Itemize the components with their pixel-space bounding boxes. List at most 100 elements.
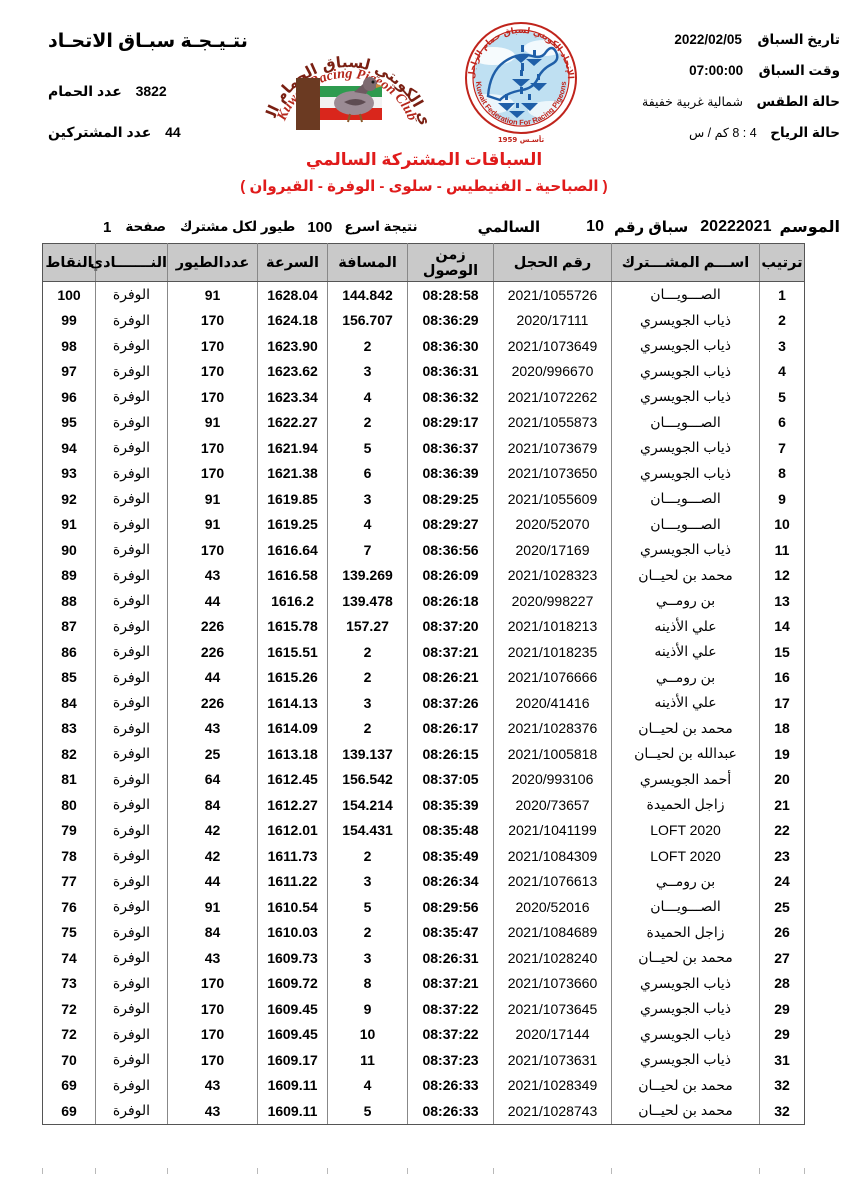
- cell-time: 08:26:17: [407, 715, 494, 741]
- cell-birds: 170: [167, 1021, 258, 1047]
- series-title-line2: ( الصباحية ـ الفنيطيس - سلوى - الوفرة - …: [240, 178, 608, 195]
- cell-pts: 79: [42, 817, 96, 843]
- cell-name: علي الأذينه: [611, 639, 760, 665]
- cell-dist: 5: [327, 435, 408, 461]
- cell-club: الوفرة: [95, 868, 168, 894]
- results-table-head: ترتيب اســـم المشـــترك رقم الحجل زمن الوصو…: [42, 243, 805, 282]
- cell-speed: 1616.2: [257, 588, 328, 614]
- cell-dist: 2: [327, 919, 408, 945]
- cell-time: 08:26:33: [407, 1072, 494, 1098]
- cell-pts: 83: [42, 715, 96, 741]
- table-row: 15 علي الأذينه 2021/1018235 08:37:21 2 1615.5…: [42, 639, 805, 665]
- cell-birds: 170: [167, 384, 258, 410]
- results-table: ترتيب اســـم المشـــترك رقم الحجل زمن الوصو…: [42, 243, 805, 1125]
- cell-club: الوفرة: [95, 843, 168, 869]
- cell-rank: 14: [759, 613, 805, 639]
- cell-time: 08:26:34: [407, 868, 494, 894]
- cell-pts: 76: [42, 894, 96, 920]
- weather-value: شمالية غربية خفيفة: [642, 95, 744, 109]
- weather-label: حالة الطقس: [756, 94, 840, 109]
- cell-rank: 22: [759, 817, 805, 843]
- cell-speed: 1619.85: [257, 486, 328, 512]
- cell-club: الوفرة: [95, 792, 168, 818]
- cell-rank: 18: [759, 715, 805, 741]
- cell-time: 08:36:31: [407, 358, 494, 384]
- race-date-row: تاريخ السباق 2022/02/05: [570, 32, 840, 48]
- cell-pts: 80: [42, 792, 96, 818]
- cell-pts: 74: [42, 945, 96, 971]
- tick-mark: [95, 1168, 96, 1174]
- table-row: 3 ذياب الجويسري 2021/1073649 08:36:30 2 1623.…: [42, 333, 805, 359]
- cell-birds: 226: [167, 690, 258, 716]
- cell-club: الوفرة: [95, 613, 168, 639]
- column-header-pts: النقاط: [42, 243, 96, 282]
- cell-speed: 1615.26: [257, 664, 328, 690]
- cell-pts: 96: [42, 384, 96, 410]
- cell-pts: 97: [42, 358, 96, 384]
- cell-club: الوفرة: [95, 1072, 168, 1098]
- cell-club: الوفرة: [95, 970, 168, 996]
- table-row: 26 زاجل الحميدة 2021/1084689 08:35:47 2 1610.…: [42, 919, 805, 945]
- pigeon-count-value: 3822: [135, 83, 167, 99]
- cell-rank: 25: [759, 894, 805, 920]
- cell-dist: 154.431: [327, 817, 408, 843]
- tick-mark: [257, 1168, 258, 1174]
- pigeon-count: 3822 عدد الحمام: [0, 83, 250, 100]
- cell-club: الوفرة: [95, 281, 168, 308]
- cell-dist: 2: [327, 333, 408, 359]
- cell-speed: 1609.73: [257, 945, 328, 971]
- cell-dist: 2: [327, 715, 408, 741]
- participants-label: عدد المشتركين: [48, 124, 152, 140]
- cell-name: محمد بن لحيــان: [611, 562, 760, 588]
- cell-birds: 170: [167, 996, 258, 1022]
- table-row: 32 محمد بن لحيــان 2021/1028349 08:26:33 4 16…: [42, 1072, 805, 1098]
- wind-row: حالة الرياح 4 : 8 كم / س: [570, 125, 840, 141]
- cell-time: 08:37:23: [407, 1047, 494, 1073]
- cell-time: 08:37:21: [407, 970, 494, 996]
- race-time-value: 07:00:00: [689, 63, 744, 78]
- cell-time: 08:37:05: [407, 766, 494, 792]
- cell-time: 08:29:25: [407, 486, 494, 512]
- cell-speed: 1614.09: [257, 715, 328, 741]
- cell-ring: 2021/1018235: [493, 639, 612, 665]
- table-row: 18 محمد بن لحيــان 2021/1028376 08:26:17 2 16…: [42, 715, 805, 741]
- cell-name: LOFT 2020: [611, 817, 760, 843]
- cell-rank: 5: [759, 384, 805, 410]
- cell-dist: 2: [327, 843, 408, 869]
- cell-time: 08:26:15: [407, 741, 494, 767]
- cell-time: 08:36:56: [407, 537, 494, 563]
- cell-name: الصـــويـــان: [611, 409, 760, 435]
- cell-dist: 4: [327, 384, 408, 410]
- cell-ring: 2021/1055726: [493, 281, 612, 308]
- table-row: 32 محمد بن لحيــان 2021/1028743 08:26:33 5 16…: [42, 1098, 805, 1125]
- cell-name: ذياب الجويسري: [611, 384, 760, 410]
- cell-birds: 44: [167, 664, 258, 690]
- cell-dist: 144.842: [327, 281, 408, 308]
- race-number-label: سباق رقم: [613, 219, 689, 236]
- cell-rank: 13: [759, 588, 805, 614]
- page-header: نتـيـجـة سبـاق الاتحـاد 3822 عدد الحمام …: [0, 0, 848, 205]
- cell-dist: 156.707: [327, 307, 408, 333]
- cell-ring: 2021/1084309: [493, 843, 612, 869]
- cell-club: الوفرة: [95, 894, 168, 920]
- cell-pts: 82: [42, 741, 96, 767]
- table-row: 27 محمد بن لحيــان 2021/1028240 08:26:31 3 16…: [42, 945, 805, 971]
- kuwait-racing-pigeon-club-logo: النادي الكويتي لسباق الحمام الزاجل Kuwai…: [251, 4, 436, 150]
- cell-ring: 2021/1076613: [493, 868, 612, 894]
- cell-rank: 1: [759, 281, 805, 308]
- season-label: الموسم: [779, 219, 840, 236]
- cell-birds: 170: [167, 460, 258, 486]
- cell-name: ذياب الجويسري: [611, 970, 760, 996]
- race-info-bar: الموسم 20222021 سباق رقم 10 السالمي نتيج…: [40, 214, 840, 240]
- cell-speed: 1616.64: [257, 537, 328, 563]
- cell-pts: 70: [42, 1047, 96, 1073]
- cell-ring: 2021/1028376: [493, 715, 612, 741]
- cell-name: أحمد الجويسري: [611, 766, 760, 792]
- cell-ring: 2020/17144: [493, 1021, 612, 1047]
- cell-speed: 1623.90: [257, 333, 328, 359]
- table-row: 8 ذياب الجويسري 2021/1073650 08:36:39 6 1621.…: [42, 460, 805, 486]
- cell-ring: 2021/1028240: [493, 945, 612, 971]
- cell-speed: 1619.25: [257, 511, 328, 537]
- cell-speed: 1612.45: [257, 766, 328, 792]
- cell-rank: 12: [759, 562, 805, 588]
